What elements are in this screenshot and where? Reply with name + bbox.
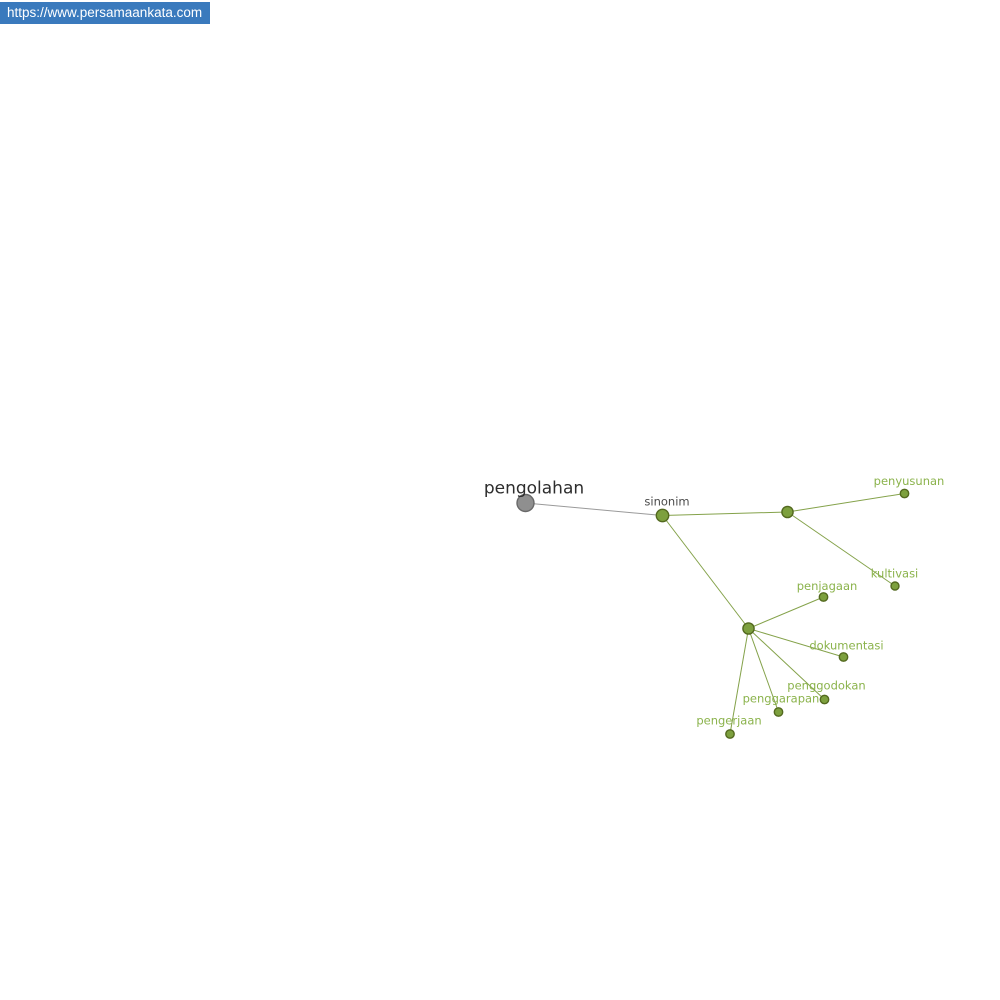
graph-node-sinonim[interactable]: [655, 508, 670, 523]
graph-node-pengerjaan[interactable]: [725, 729, 735, 739]
graph-node-kultivasi[interactable]: [890, 581, 900, 591]
edge-hub-2-penjagaan: [748, 596, 824, 629]
graph-node-penyusunan[interactable]: [899, 488, 910, 499]
graph-node-penggodokan[interactable]: [819, 694, 830, 705]
graph-label-penjagaan[interactable]: penjagaan: [797, 579, 858, 593]
edge-hub-2-dokumentasi: [748, 628, 844, 658]
graph-label-kultivasi[interactable]: kultivasi: [871, 567, 919, 581]
graph-node-hub-1[interactable]: [781, 505, 794, 519]
edge-sinonim-hub-2: [662, 515, 749, 629]
graph-node-pengolahan[interactable]: [516, 493, 535, 513]
edge-hub-1-penyusunan: [787, 493, 905, 513]
edge-sinonim-hub-1: [662, 511, 788, 516]
graph-label-sinonim[interactable]: sinonim: [644, 495, 689, 509]
graph-label-penggarapan[interactable]: penggarapan: [743, 692, 820, 706]
graph-label-dokumentasi[interactable]: dokumentasi: [809, 639, 883, 653]
edge-hub-2-penggodokan: [748, 628, 825, 700]
edge-hub-2-penggarapan: [748, 628, 779, 713]
graph-node-penggarapan[interactable]: [773, 707, 784, 717]
graph-label-pengerjaan[interactable]: pengerjaan: [696, 714, 761, 728]
edge-pengolahan-sinonim: [525, 502, 663, 516]
graph-node-penjagaan[interactable]: [818, 592, 829, 602]
graph-label-penggodokan[interactable]: penggodokan: [787, 679, 865, 693]
edge-hub-2-pengerjaan: [729, 628, 749, 735]
url-badge: https://www.persamaankata.com: [0, 2, 211, 24]
edge-hub-1-kultivasi: [787, 511, 896, 587]
graph-label-penyusunan[interactable]: penyusunan: [874, 474, 945, 488]
graph-node-hub-2[interactable]: [742, 622, 755, 635]
graph-node-dokumentasi[interactable]: [838, 652, 849, 662]
graph-label-pengolahan[interactable]: pengolahan: [484, 479, 584, 499]
